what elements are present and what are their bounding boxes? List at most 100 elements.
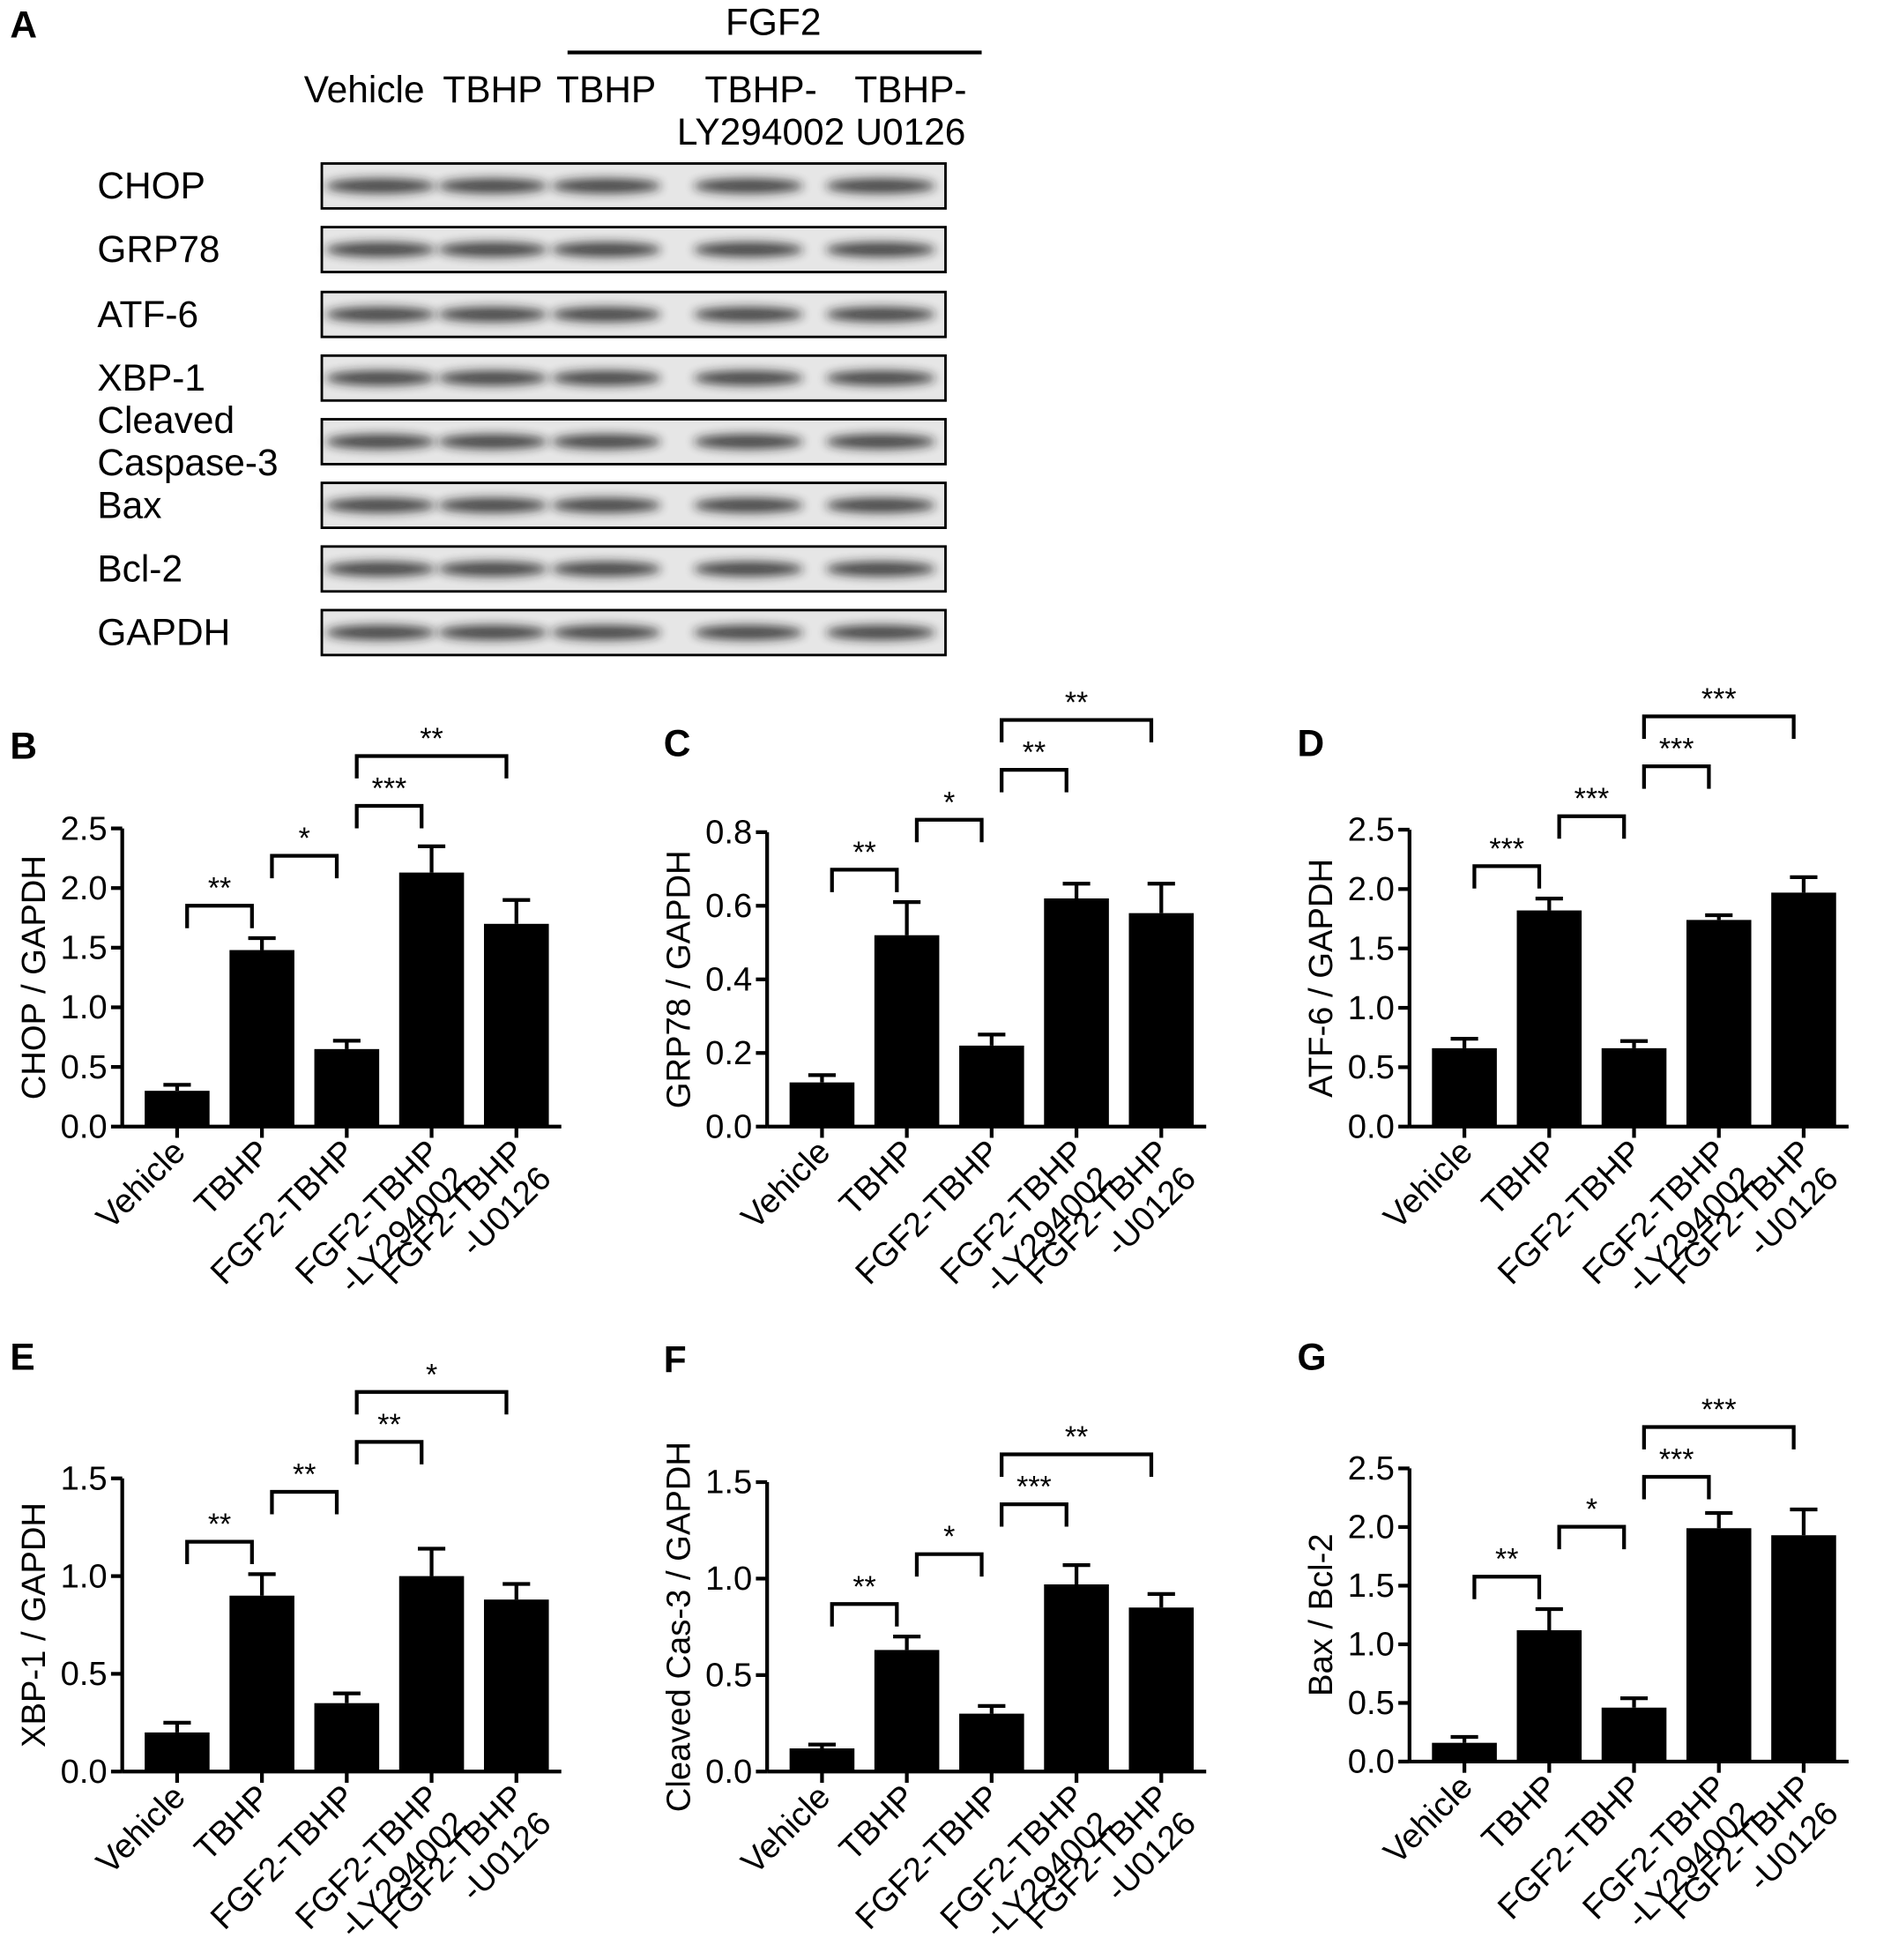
- significance-bracket: [1000, 1502, 1068, 1527]
- significance-bracket: [1000, 718, 1154, 743]
- panel-label: G: [1298, 1337, 1327, 1378]
- band: [551, 497, 661, 513]
- bar: [1044, 898, 1109, 1127]
- lane-label: TBHP-LY294002: [677, 69, 845, 153]
- y-tick-label: 1.5: [1348, 929, 1395, 967]
- significance-bracket: [914, 1552, 984, 1577]
- y-axis-label: Bax / Bcl-2: [1302, 1533, 1340, 1696]
- bar: [874, 935, 940, 1127]
- panel-label: D: [1298, 723, 1325, 764]
- band: [693, 242, 804, 257]
- bar: [314, 1703, 380, 1772]
- error-bar: [1535, 897, 1563, 911]
- y-axis-label: Cleaved Cas-3 / GAPDH: [659, 1442, 697, 1812]
- y-tick-label: 1.5: [61, 1459, 108, 1497]
- band: [325, 497, 436, 513]
- panel-label: B: [10, 725, 37, 766]
- lane-label: TBHP: [443, 69, 542, 110]
- panel-label: C: [664, 723, 691, 764]
- band: [437, 434, 548, 450]
- significance-label: **: [420, 722, 443, 756]
- significance-label: **: [1065, 686, 1088, 719]
- bar: [959, 1713, 1024, 1772]
- band: [325, 178, 436, 194]
- band: [325, 370, 436, 386]
- y-axis-label: GRP78 / GAPDH: [659, 850, 697, 1108]
- significance-bracket: [354, 754, 509, 779]
- significance-label: **: [852, 1570, 875, 1604]
- significance-bracket: [270, 1489, 339, 1515]
- significance-bracket: [830, 1602, 899, 1627]
- bar: [483, 1599, 549, 1772]
- bar: [145, 1091, 210, 1127]
- y-tick-label: 2.5: [1348, 811, 1395, 849]
- significance-label: **: [208, 1508, 231, 1541]
- error-bar: [503, 1582, 531, 1600]
- y-tick-label: 0.0: [1348, 1107, 1395, 1145]
- band: [551, 242, 661, 257]
- lane-label: TBHP-U0126: [854, 69, 966, 153]
- error-bar: [417, 844, 446, 873]
- bar: [1516, 1629, 1582, 1762]
- band: [825, 370, 936, 386]
- row-label: Bcl-2: [97, 548, 182, 589]
- row-label: Bax: [97, 484, 161, 525]
- significance-bracket: [1000, 1452, 1154, 1477]
- error-bar: [1147, 882, 1175, 913]
- y-axis-label: ATF-6 / GAPDH: [1302, 859, 1340, 1098]
- band: [325, 434, 436, 450]
- y-tick-label: 0.6: [705, 887, 752, 925]
- significance-label: ***: [1489, 832, 1524, 866]
- y-tick-label: 0.5: [705, 1657, 752, 1695]
- bar: [314, 1048, 380, 1127]
- band: [825, 497, 936, 513]
- band: [825, 242, 936, 257]
- significance-bracket: [1642, 714, 1796, 740]
- y-tick-label: 0.2: [705, 1034, 752, 1072]
- band: [325, 624, 436, 640]
- significance-bracket: [1557, 814, 1627, 839]
- y-tick-label: 1.0: [61, 1557, 108, 1595]
- y-tick-label: 0.0: [1348, 1743, 1395, 1781]
- lane-label: Vehicle: [304, 69, 425, 110]
- significance-bracket: [185, 1539, 254, 1565]
- bar: [1432, 1742, 1497, 1762]
- bar: [229, 1595, 294, 1772]
- error-bar: [893, 900, 921, 935]
- band: [693, 497, 804, 513]
- bar: [229, 950, 294, 1127]
- significance-label: *: [943, 1520, 955, 1554]
- band: [551, 624, 661, 640]
- error-bar: [1450, 1734, 1478, 1743]
- error-bar: [1450, 1036, 1478, 1048]
- bar: [1128, 913, 1195, 1127]
- significance-label: **: [208, 872, 231, 905]
- bar: [398, 872, 465, 1127]
- error-bar: [1790, 1507, 1818, 1536]
- y-tick-label: 2.5: [1348, 1450, 1395, 1487]
- x-tick-label: Vehicle: [734, 1777, 838, 1881]
- x-tick-label: Vehicle: [89, 1133, 192, 1236]
- error-bar: [417, 1546, 446, 1576]
- y-tick-label: 0.0: [705, 1753, 752, 1791]
- panel-label: E: [10, 1337, 34, 1378]
- significance-bracket: [354, 1440, 424, 1464]
- error-bar: [808, 1073, 836, 1083]
- band: [825, 434, 936, 450]
- bar: [483, 923, 549, 1127]
- error-bar: [248, 935, 276, 950]
- y-tick-label: 0.5: [61, 1048, 108, 1086]
- bar: [959, 1045, 1024, 1127]
- y-tick-label: 1.5: [1348, 1567, 1395, 1605]
- error-bar: [1619, 1039, 1649, 1048]
- bar: [1686, 1528, 1752, 1762]
- band: [437, 370, 548, 386]
- significance-bracket: [354, 1390, 509, 1415]
- y-tick-label: 0.5: [61, 1655, 108, 1693]
- bar: [1432, 1047, 1497, 1127]
- significance-label: **: [377, 1408, 400, 1442]
- significance-bracket: [1642, 1474, 1711, 1500]
- band: [551, 370, 661, 386]
- significance-label: *: [1586, 1493, 1597, 1526]
